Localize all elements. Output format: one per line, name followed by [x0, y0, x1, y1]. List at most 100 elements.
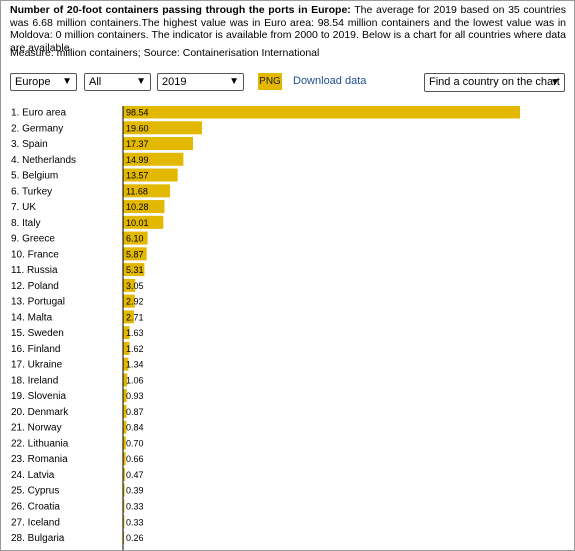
bar[interactable] — [123, 436, 126, 450]
year-select-value: 2019 — [162, 76, 187, 88]
category-label: 14. Malta — [11, 312, 53, 323]
year-select[interactable]: 2019 ▼ — [157, 73, 244, 91]
bar[interactable] — [123, 357, 129, 371]
chevron-down-icon: ▼ — [550, 77, 560, 88]
category-label: 11. Russia — [11, 265, 58, 276]
category-label: 12. Poland — [11, 281, 59, 292]
chevron-down-icon: ▼ — [229, 76, 239, 87]
bar[interactable] — [123, 247, 147, 261]
category-label: 19. Slovenia — [11, 391, 66, 402]
value-label: 0.70 — [126, 438, 144, 448]
value-label: 1.06 — [126, 375, 144, 385]
value-label: 0.93 — [126, 391, 144, 401]
category-label: 22. Lithuania — [11, 438, 69, 449]
bar[interactable] — [123, 310, 134, 324]
category-label: 26. Croatia — [11, 502, 60, 513]
category-label: 3. Spain — [11, 139, 48, 150]
category-label: 16. Finland — [11, 344, 60, 355]
category-label: 27. Iceland — [11, 517, 60, 528]
chevron-down-icon: ▼ — [62, 76, 72, 87]
category-label: 2. Germany — [11, 123, 63, 134]
download-data-link[interactable]: Download data — [293, 75, 367, 87]
value-label: 14.99 — [126, 155, 149, 165]
region-select-value: Europe — [15, 76, 51, 88]
value-label: 13.57 — [126, 171, 149, 181]
value-label: 11.68 — [126, 186, 148, 196]
bar-chart: 1. Euro area 98.54 2. Germany 19.60 3. Spain… — [11, 106, 520, 550]
value-label: 10.28 — [126, 202, 149, 212]
png-download-button[interactable]: PNG — [258, 73, 282, 90]
value-label: 1.62 — [126, 344, 144, 354]
value-label: 17.37 — [126, 139, 149, 149]
chevron-down-icon: ▼ — [136, 76, 146, 87]
bar[interactable] — [123, 294, 135, 308]
category-label: 23. Romania — [11, 454, 68, 465]
value-label: 0.33 — [126, 502, 144, 512]
bar[interactable] — [123, 515, 125, 529]
bar[interactable] — [123, 200, 165, 214]
value-label: 6.10 — [126, 234, 144, 244]
category-label: 15. Sweden — [11, 328, 64, 339]
bar[interactable] — [123, 341, 130, 355]
bar[interactable] — [123, 326, 130, 340]
bar[interactable] — [123, 263, 145, 277]
bar[interactable] — [123, 278, 136, 292]
value-label: 0.87 — [126, 407, 144, 417]
category-label: 5. Belgium — [11, 171, 58, 182]
chart-description: Number of 20-foot containers passing thr… — [10, 4, 566, 54]
category-label: 13. Portugal — [11, 297, 65, 308]
value-label: 0.66 — [126, 454, 144, 464]
value-label: 0.33 — [126, 517, 144, 527]
bar[interactable] — [123, 404, 127, 418]
bar[interactable] — [123, 531, 125, 545]
value-label: 0.47 — [126, 470, 144, 480]
value-label: 3.05 — [126, 281, 144, 291]
bar[interactable] — [123, 452, 126, 466]
category-label: 9. Greece — [11, 234, 55, 245]
description-title: Number of 20-foot containers passing thr… — [10, 4, 351, 16]
value-label: 0.26 — [126, 533, 144, 543]
bar[interactable] — [123, 467, 125, 481]
value-label: 1.34 — [126, 360, 144, 370]
category-label: 20. Denmark — [11, 407, 69, 418]
bar[interactable] — [123, 215, 164, 229]
filter-select[interactable]: All ▼ — [84, 73, 151, 91]
bar[interactable] — [123, 420, 127, 434]
measure-source: Measure: million containers; Source: Con… — [10, 47, 320, 59]
category-label: 28. Bulgaria — [11, 533, 65, 544]
bar[interactable] — [123, 231, 148, 245]
value-label: 2.92 — [126, 297, 144, 307]
category-label: 25. Cyprus — [11, 486, 59, 497]
value-label: 0.39 — [126, 486, 144, 496]
bar[interactable] — [123, 152, 184, 166]
value-label: 5.31 — [126, 265, 144, 275]
bar[interactable] — [123, 106, 520, 119]
bar[interactable] — [123, 184, 171, 198]
category-label: 21. Norway — [11, 423, 62, 434]
category-label: 17. Ukraine — [11, 360, 63, 371]
bar[interactable] — [123, 499, 125, 513]
category-label: 18. Ireland — [11, 375, 58, 386]
region-select[interactable]: Europe ▼ — [10, 73, 77, 91]
category-label: 7. UK — [11, 202, 36, 213]
find-country-select[interactable]: Find a country on the chart ▼ — [424, 73, 565, 92]
category-label: 6. Turkey — [11, 186, 52, 197]
bar[interactable] — [123, 168, 178, 182]
bar[interactable] — [123, 373, 128, 387]
value-label: 2.71 — [126, 312, 144, 322]
bar[interactable] — [123, 137, 193, 151]
filter-select-value: All — [89, 76, 102, 88]
bar[interactable] — [123, 121, 202, 135]
value-label: 98.54 — [126, 108, 149, 118]
category-label: 8. Italy — [11, 218, 40, 229]
category-label: 1. Euro area — [11, 108, 66, 119]
value-label: 19.60 — [126, 123, 149, 133]
description-text: The average for 2019 based on 35 countri… — [10, 4, 566, 54]
bar[interactable] — [123, 389, 127, 403]
category-label: 24. Latvia — [11, 470, 55, 481]
value-label: 0.84 — [126, 423, 144, 433]
value-label: 5.87 — [126, 249, 144, 259]
bar[interactable] — [123, 483, 125, 497]
value-label: 10.01 — [126, 218, 149, 228]
